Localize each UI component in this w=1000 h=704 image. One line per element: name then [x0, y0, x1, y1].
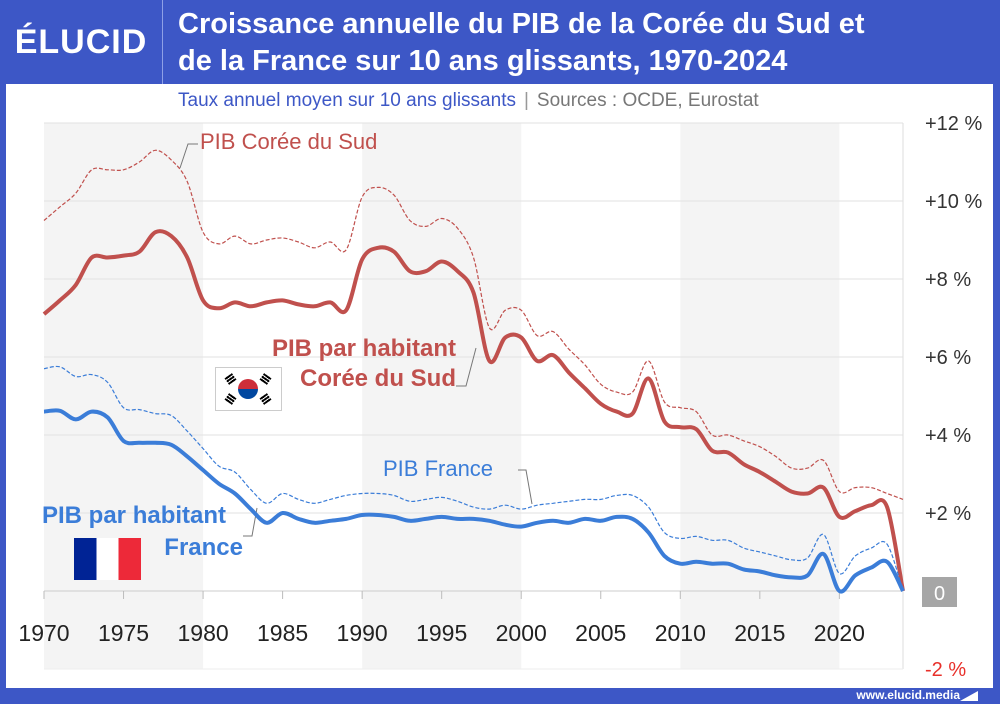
france-flag-icon — [74, 538, 141, 580]
leader-line — [518, 469, 533, 505]
x-tick-label: 2010 — [655, 620, 706, 646]
x-tick-label: 2020 — [814, 620, 865, 646]
label-france-pc-1: PIB par habitant — [42, 502, 227, 529]
leader-line — [179, 143, 198, 169]
x-tick-label: 1980 — [177, 620, 228, 646]
x-tick-label: 2000 — [496, 620, 547, 646]
x-tick-label: 1990 — [337, 620, 388, 646]
y-tick-label: +8 % — [925, 269, 971, 291]
label-korea-pc-2: Corée du Sud — [299, 365, 456, 392]
subtitle: Taux annuel moyen sur 10 ans glissants | S… — [178, 90, 759, 112]
x-tick-label: 1970 — [18, 620, 69, 646]
series-line-pib-par-habitant-cor-e-du-sud — [42, 229, 905, 592]
x-tick-label: 1995 — [416, 620, 467, 646]
y-tick-label: 0 — [934, 583, 945, 605]
y-tick-label: +10 % — [925, 191, 982, 213]
x-tick-label: 1975 — [98, 620, 149, 646]
leader-line — [243, 507, 258, 537]
label-france-pc-2: France — [164, 534, 243, 561]
x-tick-label: 1985 — [257, 620, 308, 646]
label-korea-pc-1: PIB par habitant — [271, 335, 456, 362]
y-tick-label: +12 % — [925, 113, 982, 135]
series-line-pib-france — [43, 365, 904, 592]
footer-logo-icon — [960, 691, 978, 701]
y-tick-label: -2 % — [925, 659, 966, 681]
x-tick-label: 2015 — [734, 620, 785, 646]
y-tick-label: +4 % — [925, 425, 971, 447]
korea-flag-icon — [215, 367, 282, 411]
sources: Sources : OCDE, Eurostat — [536, 90, 759, 111]
label-korea-gdp: PIB Corée du Sud — [200, 129, 378, 154]
leader-line — [456, 347, 477, 387]
series-line-pib-cor-e-du-sud — [43, 149, 904, 500]
chart-title: Croissance annuelle du PIB de la Corée d… — [178, 6, 865, 80]
title-line-2: de la France sur 10 ans glissants, 1970-… — [178, 45, 788, 77]
title-line-1: Croissance annuelle du PIB de la Corée d… — [178, 8, 865, 40]
subtitle-text: Taux annuel moyen sur 10 ans glissants — [178, 90, 516, 111]
elucid-logo: ÉLUCID — [0, 0, 163, 84]
x-tick-label: 2005 — [575, 620, 626, 646]
label-france-gdp: PIB France — [383, 456, 494, 481]
series-line-pib-par-habitant-france — [43, 408, 905, 594]
decade-band — [680, 123, 840, 669]
y-tick-label: +2 % — [925, 503, 971, 525]
separator: | — [523, 90, 529, 111]
zero-badge — [922, 577, 957, 607]
footer-url: www.elucid.media — [856, 688, 960, 702]
decade-band — [362, 123, 522, 669]
y-tick-label: +6 % — [925, 347, 971, 369]
decade-band — [44, 123, 204, 669]
